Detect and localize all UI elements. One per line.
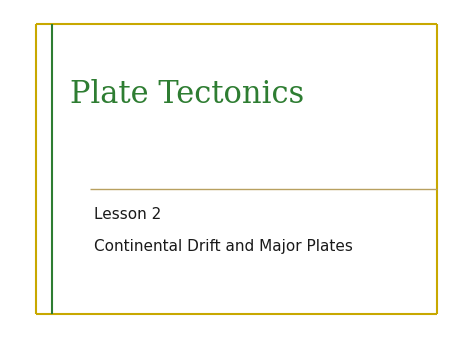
Text: Plate Tectonics: Plate Tectonics: [70, 79, 304, 110]
Text: Lesson 2: Lesson 2: [94, 207, 162, 222]
Text: Continental Drift and Major Plates: Continental Drift and Major Plates: [94, 239, 353, 254]
